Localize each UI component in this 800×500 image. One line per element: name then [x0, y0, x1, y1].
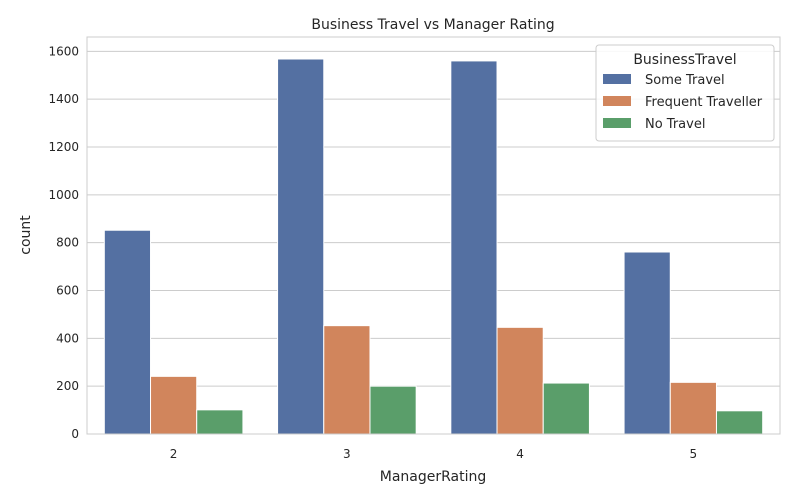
legend-label: Frequent Traveller [645, 95, 763, 110]
bar [669, 381, 717, 435]
x-tick-label: 3 [343, 447, 351, 461]
legend-box [595, 44, 775, 142]
legend-swatch [603, 118, 631, 128]
x-tick-label: 2 [170, 447, 178, 461]
y-tick-label: 0 [71, 427, 79, 441]
legend-label: No Travel [645, 117, 705, 132]
legend: BusinessTravel Some Travel Frequent Trave… [595, 44, 775, 142]
x-axis-label: ManagerRating [380, 469, 487, 485]
legend-label: Some Travel [645, 73, 725, 88]
bar [369, 385, 417, 435]
y-tick-label: 600 [56, 284, 79, 298]
x-axis-ticks: 2 3 4 5 [170, 447, 697, 461]
x-tick-label: 5 [690, 447, 698, 461]
bars [103, 58, 764, 435]
y-axis-label: count [18, 215, 34, 255]
bar [450, 60, 498, 435]
bar [496, 326, 544, 435]
bar [715, 410, 764, 435]
legend-swatch [603, 74, 631, 84]
y-tick-label: 400 [56, 331, 79, 345]
chart-title: Business Travel vs Manager Rating [311, 17, 554, 33]
plot-frame [86, 36, 781, 435]
bar [150, 375, 198, 435]
legend-title: BusinessTravel [633, 52, 736, 68]
x-tick-label: 4 [516, 447, 524, 461]
y-tick-label: 1200 [48, 140, 79, 154]
bar [623, 251, 671, 435]
bar [542, 382, 590, 435]
bar [196, 409, 244, 435]
bar [103, 229, 152, 435]
bar [323, 325, 371, 435]
bar [277, 58, 325, 435]
y-axis-ticks: 0 200 400 600 800 1000 1200 1400 1600 [48, 44, 79, 441]
y-tick-label: 1000 [48, 188, 79, 202]
y-tick-label: 1400 [48, 92, 79, 106]
legend-swatch [603, 96, 631, 106]
grid-lines [87, 50, 780, 435]
y-tick-label: 800 [56, 236, 79, 250]
y-tick-label: 1600 [48, 44, 79, 58]
y-tick-label: 200 [56, 379, 79, 393]
